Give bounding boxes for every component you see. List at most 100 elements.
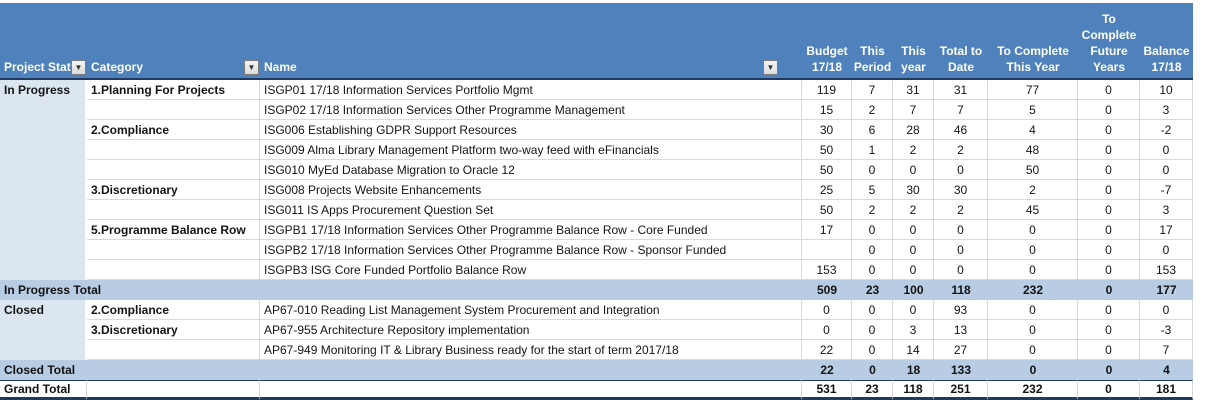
value-cell: 5 [852, 180, 893, 200]
value-cell: 4 [988, 120, 1078, 140]
subtotal-value-cell: 4 [1163, 363, 1170, 377]
column-header-label: Name [264, 60, 297, 74]
column-header-to-complete-future-years: To Complete Future Years [1078, 3, 1140, 78]
subtotal-value-cell: 118 [951, 283, 971, 297]
value-cell: 3 [1140, 100, 1193, 120]
value-cell: 0 [988, 220, 1078, 240]
column-header-label: Budget 17/18 [806, 44, 848, 74]
filter-dropdown-icon-category[interactable]: ▼ [244, 60, 259, 75]
status-cell [0, 340, 87, 360]
value-cell: 50 [802, 140, 852, 160]
value-cell: 30 [802, 120, 852, 140]
value-cell: 0 [893, 300, 934, 320]
subtotal-row: In Progress Total 509 23 100 118 232 0 177 [0, 280, 1193, 300]
value-cell: 3 [1140, 200, 1193, 220]
name-cell: ISGPB2 17/18 Information Services Other … [260, 240, 802, 260]
status-cell [0, 100, 87, 120]
value-cell: 2 [934, 200, 988, 220]
value-cell: 46 [934, 120, 988, 140]
grand-total-spacer [87, 380, 260, 400]
value-cell: 0 [852, 340, 893, 360]
subtotal-label: Closed Total [4, 363, 76, 377]
value-cell: 0 [852, 300, 893, 320]
table-row: ISGPB3 ISG Core Funded Portfolio Balance… [0, 260, 1193, 280]
column-header-project-status: Project Stat ▼ [0, 3, 87, 78]
category-cell: 2.Compliance [87, 120, 260, 140]
value-cell: 50 [988, 160, 1078, 180]
value-cell: 0 [852, 220, 893, 240]
value-cell: 1 [852, 140, 893, 160]
column-header-label: This year [901, 44, 926, 74]
value-cell: 0 [1078, 200, 1140, 220]
value-cell: 10 [1140, 80, 1193, 100]
name-cell: AP67-949 Monitoring IT & Library Busines… [260, 340, 802, 360]
value-cell: 0 [934, 240, 988, 260]
value-cell: 7 [934, 100, 988, 120]
value-cell: 3 [893, 320, 934, 340]
category-cell: 5.Programme Balance Row [87, 220, 260, 240]
subtotal-value-cell: 177 [1156, 283, 1177, 297]
column-header-balance-17-18: Balance 17/18 [1140, 3, 1193, 78]
table-row: 2.Compliance ISG006 Establishing GDPR Sup… [0, 120, 1193, 140]
value-cell: 30 [934, 180, 988, 200]
name-cell: ISGP01 17/18 Information Services Portfo… [260, 80, 802, 100]
name-cell: ISG010 MyEd Database Migration to Oracle… [260, 160, 802, 180]
table-body: In Progress 1.Planning For Projects ISGP01… [0, 80, 1193, 400]
filter-dropdown-icon-project-status[interactable]: ▼ [71, 60, 86, 75]
value-cell: 0 [988, 260, 1078, 280]
name-cell: AP67-010 Reading List Management System … [260, 300, 802, 320]
name-cell: AP67-955 Architecture Repository impleme… [260, 320, 802, 340]
value-cell: 0 [1078, 160, 1140, 180]
name-cell: ISG008 Projects Website Enhancements [260, 180, 802, 200]
value-cell: 0 [1078, 340, 1140, 360]
status-cell [0, 200, 87, 220]
value-cell: -3 [1140, 320, 1193, 340]
value-cell: 0 [934, 260, 988, 280]
value-cell: 7 [1140, 340, 1193, 360]
subtotal-row: Closed Total 22 0 18 133 0 0 4 [0, 360, 1193, 380]
value-cell: 22 [802, 340, 852, 360]
column-header-category: Category ▼ [87, 3, 260, 78]
grand-total-value-cell: 232 [988, 380, 1078, 400]
table-row: Closed 2.Compliance AP67-010 Reading List … [0, 300, 1193, 320]
column-header-to-complete-this-year: To Complete This Year [988, 3, 1078, 78]
filter-dropdown-icon-name[interactable]: ▼ [763, 60, 778, 75]
grand-total-value-cell: 0 [1078, 380, 1140, 400]
value-cell: 0 [934, 160, 988, 180]
value-cell: 0 [988, 300, 1078, 320]
subtotal-value-cell: 0 [1105, 363, 1113, 377]
category-cell [87, 160, 260, 180]
category-cell: 1.Planning For Projects [87, 80, 260, 100]
status-cell [0, 140, 87, 160]
value-cell: -2 [1140, 120, 1193, 140]
value-cell: 17 [802, 220, 852, 240]
table-row: ISGP02 17/18 Information Services Other … [0, 100, 1193, 120]
value-cell: 0 [1140, 240, 1193, 260]
value-cell: 153 [1140, 260, 1193, 280]
table-row: In Progress 1.Planning For Projects ISGP01… [0, 80, 1193, 100]
value-cell [802, 240, 852, 260]
value-cell: 13 [934, 320, 988, 340]
table-row: ISG011 IS Apps Procurement Question Set 5… [0, 200, 1193, 220]
value-cell: 0 [1078, 140, 1140, 160]
name-cell: ISGPB1 17/18 Information Services Other … [260, 220, 802, 240]
grand-total-value-cell: 23 [852, 380, 893, 400]
subtotal-value-cell: 509 [816, 283, 838, 297]
value-cell: 93 [934, 300, 988, 320]
column-header-label: Total to Date [939, 44, 983, 74]
table-row: AP67-949 Monitoring IT & Library Busines… [0, 340, 1193, 360]
value-cell: 0 [852, 240, 893, 260]
name-cell: ISG011 IS Apps Procurement Question Set [260, 200, 802, 220]
value-cell: 0 [893, 240, 934, 260]
value-cell: 30 [893, 180, 934, 200]
column-header-label: Project Stat [4, 60, 71, 74]
column-header-this-period: This Period [852, 3, 893, 78]
subtotal-label: In Progress Total [4, 283, 102, 297]
value-cell: 45 [988, 200, 1078, 220]
name-cell: ISGPB3 ISG Core Funded Portfolio Balance… [260, 260, 802, 280]
table-row: ISG010 MyEd Database Migration to Oracle… [0, 160, 1193, 180]
subtotal-value-cell: 22 [820, 363, 834, 377]
grand-total-value-cell: 251 [934, 380, 988, 400]
table-row: 5.Programme Balance Row ISGPB1 17/18 Info… [0, 220, 1193, 240]
value-cell: 2 [852, 100, 893, 120]
